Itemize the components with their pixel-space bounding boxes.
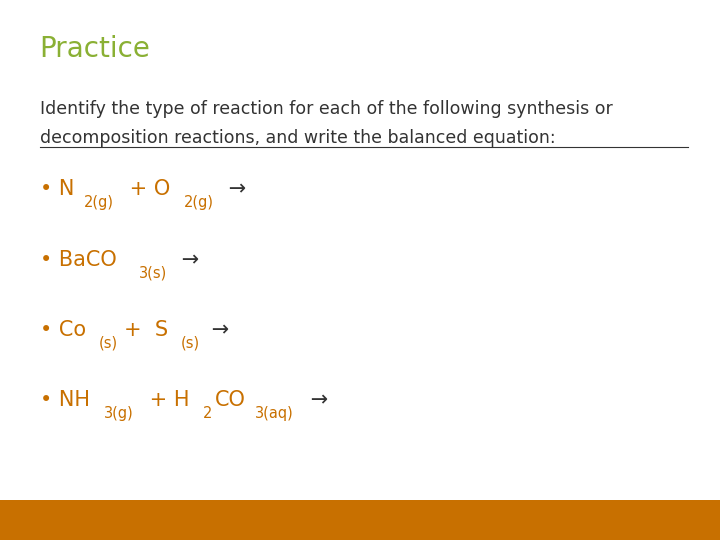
Text: 3(g): 3(g) (104, 406, 134, 421)
Text: • BaCO: • BaCO (40, 249, 117, 269)
Text: →: → (175, 249, 199, 269)
Text: Practice: Practice (40, 35, 150, 63)
Text: + O: + O (122, 179, 170, 199)
Text: • N: • N (40, 179, 74, 199)
Text: 3(s): 3(s) (139, 266, 167, 281)
Text: (s): (s) (99, 336, 118, 351)
Text: Identify the type of reaction for each of the following synthesis or: Identify the type of reaction for each o… (40, 100, 612, 118)
Text: • NH: • NH (40, 390, 89, 410)
Text: →: → (222, 179, 246, 199)
Text: 3(aq): 3(aq) (254, 406, 293, 421)
Bar (0, 500, 720, 540)
Text: 2(g): 2(g) (84, 195, 114, 211)
Text: • Co: • Co (40, 320, 86, 340)
Text: →: → (205, 320, 230, 340)
Text: CO: CO (215, 390, 246, 410)
Text: 2(g): 2(g) (184, 195, 214, 211)
Text: decomposition reactions, and write the balanced equation:: decomposition reactions, and write the b… (40, 129, 555, 146)
Text: →: → (305, 390, 328, 410)
Text: +  S: + S (124, 320, 168, 340)
Text: 2: 2 (202, 406, 212, 421)
Text: + H: + H (143, 390, 189, 410)
Text: (s): (s) (181, 336, 200, 351)
